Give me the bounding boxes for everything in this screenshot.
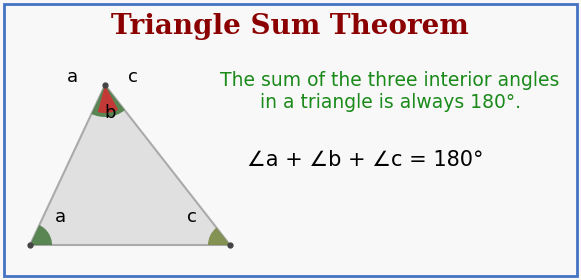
Wedge shape <box>208 228 230 245</box>
Wedge shape <box>91 85 125 117</box>
Text: in a triangle is always 180°.: in a triangle is always 180°. <box>260 92 521 111</box>
Wedge shape <box>30 225 52 245</box>
Text: ∠a + ∠b + ∠c = 180°: ∠a + ∠b + ∠c = 180° <box>247 150 483 170</box>
Text: Triangle Sum Theorem: Triangle Sum Theorem <box>111 13 469 41</box>
Text: The sum of the three interior angles: The sum of the three interior angles <box>220 71 560 90</box>
Text: a: a <box>66 68 77 86</box>
Text: b: b <box>104 104 116 122</box>
Polygon shape <box>30 85 230 245</box>
FancyBboxPatch shape <box>4 4 577 276</box>
Text: c: c <box>187 208 197 226</box>
Text: c: c <box>128 68 138 86</box>
Text: a: a <box>55 208 66 226</box>
Wedge shape <box>98 85 118 113</box>
